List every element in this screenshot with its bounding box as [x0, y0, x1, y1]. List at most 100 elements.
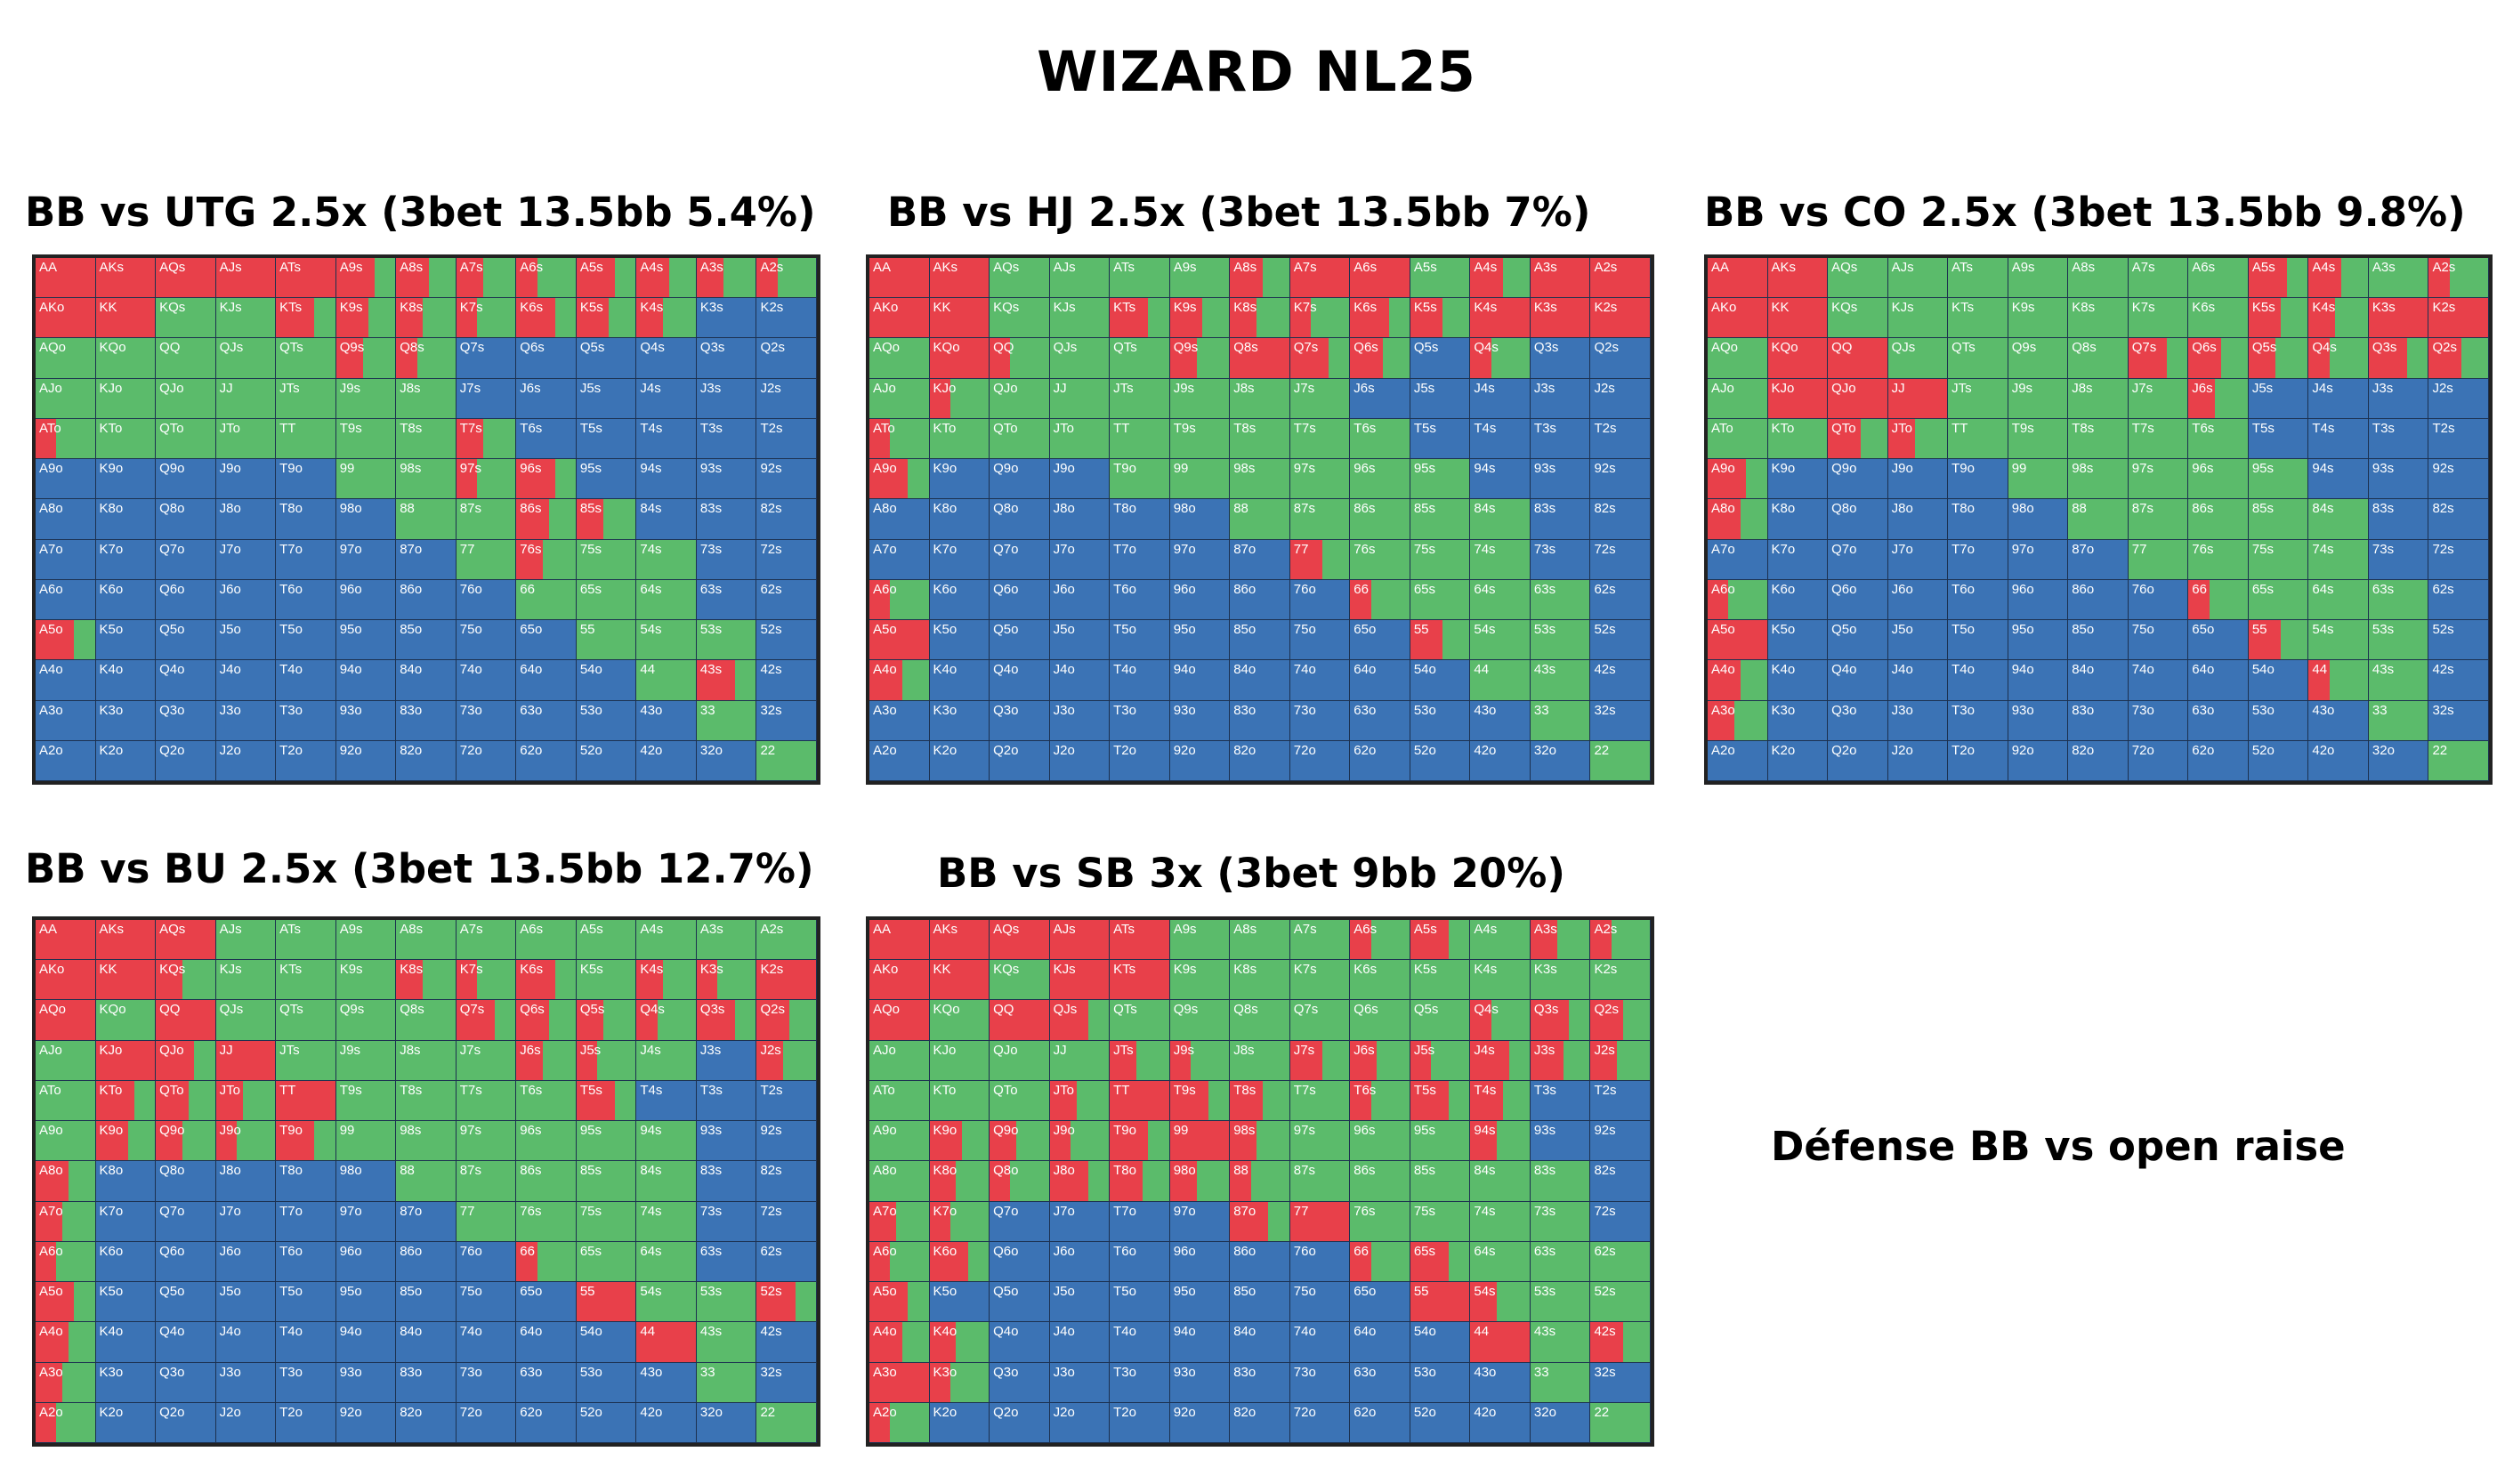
action-frequency-bar — [1262, 258, 1289, 298]
action-frequency-bar — [576, 378, 636, 418]
hand-cell-Q4o: Q4o — [990, 1322, 1050, 1363]
action-frequency-bar — [696, 740, 756, 780]
hand-cell-93s: 93s — [696, 1121, 757, 1162]
hand-cell-22: 22 — [756, 740, 817, 781]
hand-cell-53s: 53s — [1530, 620, 1591, 661]
hand-label: QTs — [1113, 340, 1137, 356]
hand-label: Q7o — [159, 1203, 185, 1219]
hand-label: 83s — [1533, 501, 1556, 517]
hand-cell-KK: KK — [1767, 298, 1829, 339]
hand-cell-TT: TT — [1110, 418, 1170, 460]
hand-cell-53o: 53o — [1410, 1362, 1471, 1403]
hand-label: AJs — [219, 922, 242, 937]
action-frequency-bar — [516, 620, 576, 660]
hand-cell-KJs: KJs — [1049, 298, 1111, 339]
action-frequency-bar — [95, 298, 156, 338]
hand-cell-AJo: AJo — [36, 1040, 96, 1081]
hand-label: A3o — [873, 1364, 897, 1380]
hand-cell-J6s: J6s — [516, 378, 577, 419]
hand-cell-J7s: J7s — [456, 378, 517, 419]
hand-cell-KTs: KTs — [1110, 960, 1170, 1001]
hand-cell-95s: 95s — [576, 459, 637, 500]
action-frequency-bar — [2128, 539, 2188, 579]
action-frequency-bar — [1289, 298, 1312, 338]
hand-label: T8s — [400, 420, 423, 436]
hand-cell-KK: KK — [95, 960, 157, 1001]
hand-label: 87o — [400, 1203, 423, 1219]
hand-label: Q6s — [2192, 340, 2217, 356]
action-frequency-bar — [182, 960, 215, 1000]
hand-label: KK — [1771, 300, 1790, 316]
hand-cell-62o: 62o — [1350, 1402, 1410, 1443]
hand-cell-43o: 43o — [636, 700, 697, 741]
hand-cell-73o: 73o — [1289, 1362, 1351, 1403]
hand-label: K8o — [933, 501, 958, 517]
hand-cell-42o: 42o — [636, 1402, 697, 1443]
hand-cell-K2o: K2o — [95, 1402, 157, 1443]
hand-cell-Q7s: Q7s — [456, 338, 517, 379]
hand-cell-66: 66 — [516, 1241, 577, 1283]
action-frequency-bar — [1370, 1241, 1410, 1282]
action-frequency-bar — [1350, 418, 1410, 459]
hand-label: 87o — [400, 541, 423, 557]
hand-cell-Q3o: Q3o — [990, 1362, 1050, 1403]
hand-label: 86o — [400, 581, 423, 597]
hand-cell-J9s: J9s — [335, 378, 397, 419]
hand-label: QJs — [219, 1002, 244, 1018]
hand-cell-J9s: J9s — [335, 1040, 397, 1081]
hand-label: 64s — [1474, 581, 1496, 597]
hand-cell-97s: 97s — [456, 1121, 517, 1162]
hand-label: Q3s — [699, 340, 725, 356]
hand-cell-62o: 62o — [516, 740, 577, 781]
action-frequency-bar — [1470, 418, 1530, 459]
action-frequency-bar — [890, 418, 929, 459]
hand-label: J4s — [2312, 380, 2333, 396]
hand-label: J9s — [339, 380, 361, 396]
hand-label: 63s — [1533, 1243, 1556, 1259]
action-frequency-bar — [74, 1282, 95, 1322]
hand-cell-96o: 96o — [335, 1241, 397, 1283]
hand-label: KTo — [933, 1082, 957, 1098]
hand-label: AKo — [39, 962, 65, 978]
hand-label: J8o — [1053, 501, 1075, 517]
hand-cell-82s: 82s — [1590, 1161, 1651, 1202]
hand-label: 96s — [520, 1123, 542, 1139]
hand-label: A8o — [873, 501, 897, 517]
hand-label: Q5s — [579, 340, 605, 356]
hand-label: J7o — [1053, 541, 1075, 557]
action-frequency-bar — [1497, 1282, 1530, 1322]
hand-label: A9o — [39, 1123, 63, 1139]
hand-label: A9s — [2011, 260, 2035, 275]
hand-label: A7o — [1711, 541, 1735, 557]
hand-label: 94o — [1173, 662, 1196, 678]
action-frequency-bar — [1590, 499, 1650, 539]
hand-label: 54s — [640, 1284, 662, 1300]
hand-label: T7o — [1951, 541, 1975, 557]
hand-label: K9s — [1173, 962, 1197, 978]
hand-label: K2o — [933, 742, 958, 758]
hand-label: Q5s — [1413, 340, 1439, 356]
hand-label: 84s — [640, 501, 662, 517]
action-frequency-bar — [2248, 459, 2308, 499]
hand-cell-K4o: K4o — [929, 660, 990, 701]
hand-label: 44 — [1474, 662, 1490, 678]
action-frequency-bar — [990, 620, 1049, 660]
hand-label: T3o — [1113, 702, 1136, 718]
hand-label: 95s — [1413, 461, 1436, 477]
action-frequency-bar — [1590, 338, 1650, 378]
hand-label: 72o — [1293, 1404, 1316, 1420]
action-frequency-bar — [396, 338, 417, 378]
hand-label: A6o — [873, 1243, 897, 1259]
hand-label: K3o — [99, 702, 124, 718]
action-frequency-bar — [1410, 579, 1470, 620]
hand-label: JJ — [219, 1042, 233, 1058]
action-frequency-bar — [188, 1080, 215, 1121]
hand-label: 72o — [2131, 742, 2154, 758]
hand-label: A8o — [1711, 501, 1735, 517]
hand-label: T4s — [2312, 420, 2335, 436]
action-frequency-bar — [2308, 539, 2368, 579]
hand-cell-Q8o: Q8o — [156, 499, 216, 540]
hand-cell-T6o: T6o — [276, 579, 336, 621]
hand-label: AKs — [933, 922, 958, 937]
action-frequency-bar — [929, 418, 990, 459]
